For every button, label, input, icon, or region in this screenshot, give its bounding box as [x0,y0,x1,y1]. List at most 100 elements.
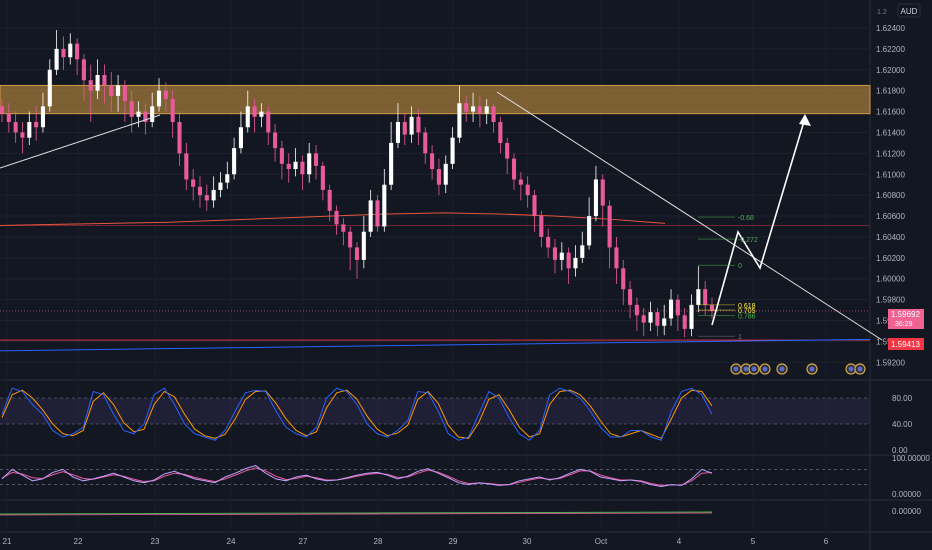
time-tick-label: 30 [523,537,532,546]
candle-body [354,247,360,260]
event-markers[interactable] [730,363,866,375]
time-tick-label: 4 [677,537,682,546]
candle-body [361,231,366,260]
last-price-badge [888,309,924,329]
candle-body [54,48,59,70]
candle-body [177,122,182,154]
trendline-drawings [0,91,883,341]
candle-body [675,299,680,316]
candle-body [464,103,469,112]
candle-body [614,247,619,269]
time-tick-label: 22 [74,537,83,546]
candle-body [634,304,639,316]
projection-path [711,117,806,326]
candle-body [6,113,11,123]
candle-body [334,210,339,225]
support-price-badge [888,338,924,350]
event-marker-dot [779,366,785,372]
candle-body [143,111,148,123]
moving-average-line [0,212,666,226]
candle-body [518,179,523,185]
candle-body [225,174,230,183]
candle-body [27,122,32,138]
candle-body [163,90,168,100]
trend-line-left [0,114,161,169]
price-tick-label: 1.60800 [876,191,905,200]
candle-body [703,289,708,305]
candle-body [498,122,503,143]
candle-body [477,106,482,114]
candle-body [382,184,387,227]
price-tick-label: 1.60200 [876,254,905,263]
price-tick-label: 1.59800 [876,296,905,305]
stoch-k-line [1,387,713,441]
candle-body [320,165,325,190]
currency-label: AUD [901,7,918,16]
fib-level-label: 1 [738,334,742,341]
candle-body [109,85,114,96]
candle-body [40,106,46,128]
candle-body [443,163,448,185]
candle-body [307,153,312,175]
candle-body [559,252,564,260]
price-tick-label: 1.60600 [876,212,905,221]
candle-body [88,80,93,91]
candle-body [628,289,633,305]
price-tick-label: 1.61800 [876,87,905,96]
candle-body [402,122,407,135]
price-tick-label: 1.62000 [876,66,905,75]
candle-body [61,48,66,58]
candle-body [259,111,264,117]
event-marker-dot [848,366,854,372]
candle-body [511,158,517,180]
price-tick-label: 1.62200 [876,45,905,54]
candle-body [348,231,353,248]
event-marker-dot [743,366,749,372]
last-price-value: 1.59692 [891,310,920,319]
candle-body [68,43,73,58]
candle-body [621,268,626,290]
candle-body [587,216,592,246]
candle-body [245,106,250,128]
candle-body [600,179,605,206]
candle-body [368,200,373,232]
time-tick-label: 21 [3,537,12,546]
candle-body [375,200,380,227]
candle-body [457,103,462,138]
candle-body [566,252,571,269]
candle-body [170,99,175,123]
time-axis[interactable]: 21 22 23 24 27 28 29 30 Oct 4 5 6 [3,537,829,546]
candle-body [116,85,121,96]
time-tick-label: 6 [824,537,829,546]
candle-body [641,315,646,323]
stoch-tick-label: 80.00 [892,394,913,403]
candle-body [286,163,291,170]
event-marker-dot [733,366,739,372]
candle-body [416,116,421,133]
candle-body [430,153,435,170]
candles [0,30,715,338]
support-price-value: 1.59413 [891,340,920,349]
candle-body [238,127,243,149]
candle-body [655,312,660,326]
candle-body [471,106,476,112]
candle-body [129,101,134,117]
candle-body [266,111,271,133]
candle-body [696,289,701,305]
candle-body [491,106,496,123]
candle-body [327,189,332,211]
candle-body [668,299,674,319]
candle-body [505,142,510,159]
currency-badge[interactable] [897,3,921,18]
time-tick-label: Oct [595,537,608,546]
candle-body [300,161,305,175]
candle-body [682,315,687,329]
candle-body [552,247,558,260]
price-tick-label: 1.61400 [876,128,905,137]
candle-body [122,85,127,102]
candle-body [81,59,86,81]
candle-body [20,132,25,138]
